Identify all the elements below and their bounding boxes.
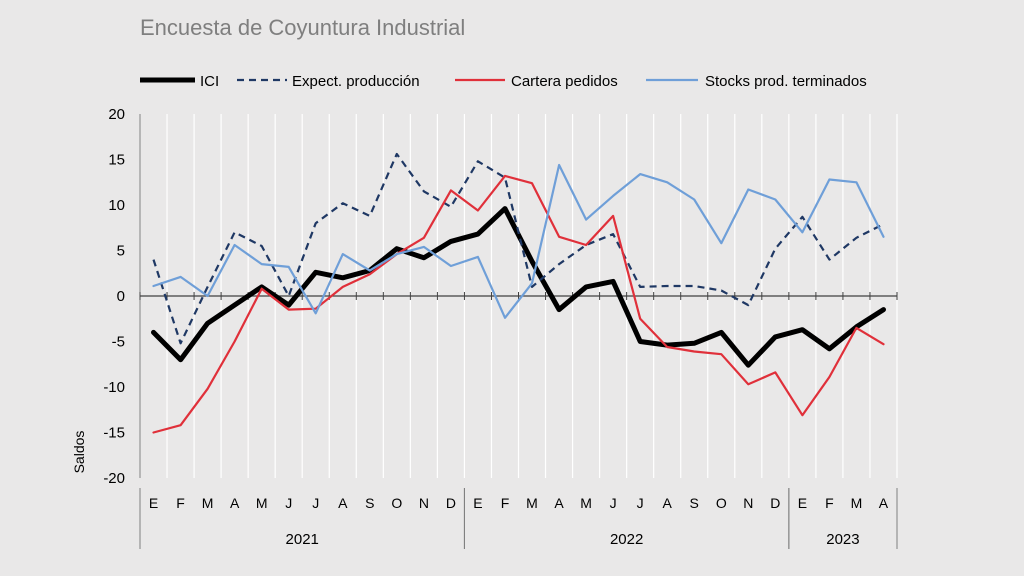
- x-month-label: F: [176, 495, 185, 511]
- y-tick-label: -10: [103, 379, 125, 396]
- x-month-label: M: [256, 495, 268, 511]
- x-year-label: 2023: [826, 531, 859, 548]
- y-tick-label: -5: [112, 334, 125, 351]
- legend-label: Cartera pedidos: [511, 73, 618, 90]
- x-month-label: M: [202, 495, 214, 511]
- x-month-label: M: [851, 495, 863, 511]
- y-tick-label: 0: [117, 288, 125, 305]
- x-month-label: N: [419, 495, 429, 511]
- x-month-label: S: [365, 495, 374, 511]
- x-month-label: E: [149, 495, 158, 511]
- x-month-label: J: [610, 495, 617, 511]
- y-tick-label: 20: [108, 106, 125, 123]
- x-month-label: D: [770, 495, 780, 511]
- x-month-label: E: [798, 495, 807, 511]
- series-line-ici: [151, 206, 886, 368]
- x-month-label: A: [879, 495, 889, 511]
- y-tick-label: 10: [108, 197, 125, 214]
- x-month-label: A: [663, 495, 673, 511]
- y-tick-label: 5: [117, 243, 125, 260]
- x-month-label: D: [446, 495, 456, 511]
- x-month-label: O: [716, 495, 727, 511]
- series-line-cartera-pedidos: [152, 174, 885, 434]
- x-year-label: 2021: [286, 531, 319, 548]
- x-month-label: A: [554, 495, 564, 511]
- x-month-label: F: [501, 495, 510, 511]
- x-month-label: F: [825, 495, 834, 511]
- y-axis-ticks: 20 15 10 5 0 -5 -10 -15 -20: [103, 106, 125, 487]
- x-year-label: 2022: [610, 531, 643, 548]
- series-lines: [151, 152, 886, 434]
- legend: ICI Expect. producción Cartera pedidos Stoc…: [140, 73, 867, 90]
- chart-title: Encuesta de Coyuntura Industrial: [140, 15, 465, 40]
- x-month-label: S: [690, 495, 699, 511]
- x-month-label: M: [580, 495, 592, 511]
- y-tick-label: -15: [103, 425, 125, 442]
- y-axis-label: Saldos: [71, 431, 87, 474]
- y-tick-label: -20: [103, 470, 125, 487]
- legend-label: Stocks prod. terminados: [705, 73, 867, 90]
- x-month-label: A: [230, 495, 240, 511]
- x-month-label: E: [473, 495, 482, 511]
- x-month-label: O: [391, 495, 402, 511]
- y-tick-label: 15: [108, 152, 125, 169]
- legend-label: Expect. producción: [292, 73, 420, 90]
- x-month-label: J: [637, 495, 644, 511]
- x-month-label: M: [526, 495, 538, 511]
- series-line-expect-producci-n: [152, 152, 884, 345]
- x-month-label: N: [743, 495, 753, 511]
- x-month-label: J: [312, 495, 319, 511]
- series-line-stocks-prod-terminados: [152, 163, 885, 319]
- x-month-label: A: [338, 495, 348, 511]
- x-month-label: J: [285, 495, 292, 511]
- legend-label: ICI: [200, 73, 219, 90]
